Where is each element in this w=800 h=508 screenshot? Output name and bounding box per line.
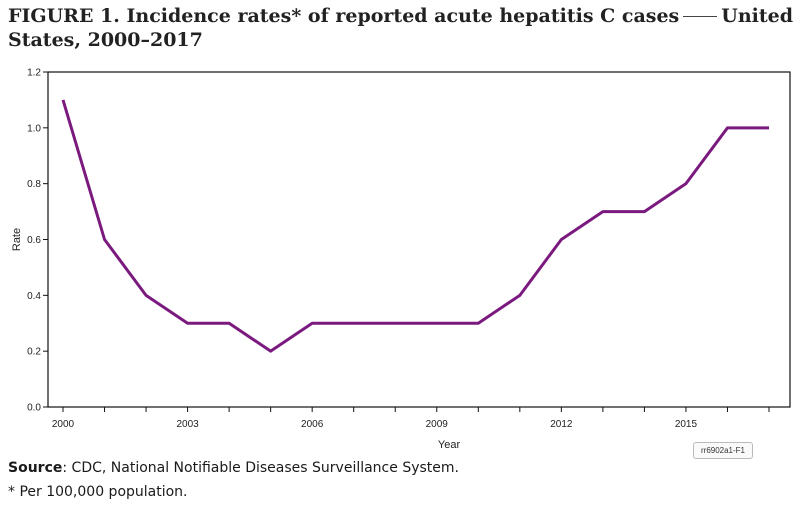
y-tick-label-3: 0.6 <box>27 235 41 246</box>
x-tick-label-2009: 2009 <box>426 419 449 430</box>
x-tick-label-2015: 2015 <box>675 419 698 430</box>
figure-title: FIGURE 1. Incidence rates* of reported a… <box>8 4 798 52</box>
source-note: Source: CDC, National Notifiable Disease… <box>8 458 459 478</box>
y-tick-label-4: 0.8 <box>27 179 41 190</box>
y-axis-title: Rate <box>11 228 23 251</box>
x-axis-title: Year <box>438 439 461 451</box>
y-tick-label-2: 0.4 <box>27 291 41 302</box>
source-text: : CDC, National Notifiable Diseases Surv… <box>62 460 459 476</box>
y-tick-label-0: 0.0 <box>27 403 41 414</box>
plot-area: 0.0 0.2 0.4 0.6 0.8 1.0 1.2 2000 2003 2006 2009 201… <box>27 68 791 430</box>
title-dash <box>683 15 718 17</box>
y-tick-label-1: 0.2 <box>27 347 41 358</box>
title-main: FIGURE 1. Incidence rates* of reported a… <box>8 5 680 27</box>
figure-id-badge: rr6902a1-F1 <box>693 442 753 459</box>
series-line-0 <box>61 99 769 353</box>
footnote: * Per 100,000 population. <box>8 484 188 500</box>
x-tick-label-2000: 2000 <box>52 419 75 430</box>
x-tick-label-2012: 2012 <box>550 419 573 430</box>
x-tick-label-2006: 2006 <box>301 419 324 430</box>
plot-frame <box>47 71 791 408</box>
y-tick-label-5: 1.0 <box>27 123 41 134</box>
source-label: Source <box>8 460 63 476</box>
y-tick-label-6: 1.2 <box>27 68 41 79</box>
title-tail: United States, 2000–2017 <box>8 5 794 51</box>
x-tick-label-2003: 2003 <box>176 419 199 430</box>
